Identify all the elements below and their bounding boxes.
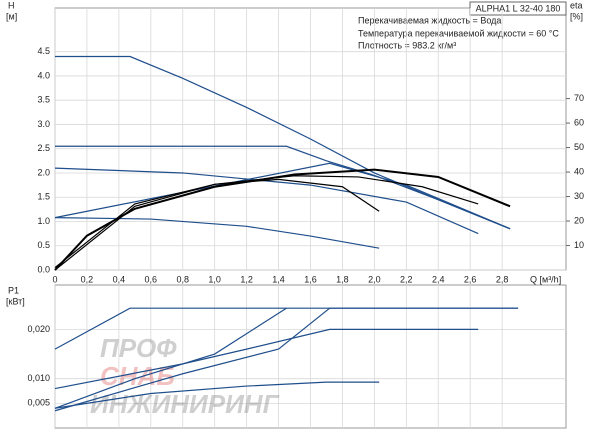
curve <box>55 55 511 230</box>
watermark-text: СНАБ <box>100 361 175 391</box>
x-tick-label: 1,2 <box>240 274 253 284</box>
y-tick-label: 1.5 <box>37 192 50 202</box>
annotation: Плотность = 983.2 кг/м³ <box>358 40 456 50</box>
x-tick-label: 1,6 <box>304 274 317 284</box>
x-tick-label: 1,4 <box>272 274 285 284</box>
y-tick-label: 2.5 <box>37 143 50 153</box>
y2-tick-label: 70 <box>574 93 584 103</box>
curve <box>54 307 287 409</box>
y-tick-label: 0,005 <box>27 398 50 408</box>
x-tick-label: 2,8 <box>496 274 509 284</box>
x-axis-label: Q [м³/h] <box>530 274 561 284</box>
annotation: Перекачиваемая жидкость = Вода <box>358 15 501 25</box>
curve <box>54 307 519 412</box>
curve <box>54 175 479 271</box>
y-tick-label: 0.0 <box>37 264 50 274</box>
curve <box>54 328 479 390</box>
chart-title: ALPHA1 L 32-40 180 <box>476 3 561 13</box>
y2-tick-label: 30 <box>574 191 584 201</box>
curve <box>54 217 380 249</box>
y-axis-unit: [кВт] <box>6 296 25 306</box>
curve <box>54 168 511 271</box>
x-tick-label: 0,8 <box>176 274 189 284</box>
y-tick-label: 4.5 <box>37 46 50 56</box>
y2-tick-label: 20 <box>574 215 584 225</box>
x-tick-label: 0,6 <box>145 274 158 284</box>
y-axis-unit: [м] <box>6 11 17 21</box>
x-tick-label: 0,2 <box>81 274 94 284</box>
y2-axis-unit: [%] <box>570 11 583 21</box>
x-tick-label: 2,2 <box>400 274 413 284</box>
x-tick-label: 1,8 <box>336 274 349 284</box>
curve <box>54 167 479 235</box>
y2-tick-label: 60 <box>574 117 584 127</box>
curve <box>55 145 511 230</box>
x-tick-label: 1,0 <box>208 274 221 284</box>
x-tick-label: 2,6 <box>464 274 477 284</box>
y-axis-label: P1 <box>8 285 19 295</box>
y-tick-label: 3.0 <box>37 119 50 129</box>
x-tick-label: 2,4 <box>432 274 445 284</box>
y-tick-label: 0,020 <box>27 324 50 334</box>
x-tick-label: 2,0 <box>368 274 381 284</box>
y-tick-label: 0.5 <box>37 240 50 250</box>
y2-axis-label: eta <box>570 0 583 10</box>
y2-tick-label: 40 <box>574 166 584 176</box>
curve <box>54 381 380 409</box>
x-tick-label: 0,4 <box>113 274 126 284</box>
y-tick-label: 4.0 <box>37 70 50 80</box>
x-tick-label: 0 <box>52 274 57 284</box>
y2-tick-label: 50 <box>574 142 584 152</box>
annotation: Температура перекачиваемой жидкости = 60… <box>358 28 559 38</box>
y-axis-label: H <box>8 0 15 10</box>
watermark-text: ПРОФ <box>100 333 177 363</box>
watermark-text: ИНЖИНИРИНГ <box>90 389 280 419</box>
y-tick-label: 2.0 <box>37 167 50 177</box>
y-tick-label: 1.0 <box>37 216 50 226</box>
y-tick-label: 0,010 <box>27 373 50 383</box>
y2-tick-label: 10 <box>574 240 584 250</box>
curve <box>54 178 380 269</box>
y-tick-label: 3.5 <box>37 95 50 105</box>
